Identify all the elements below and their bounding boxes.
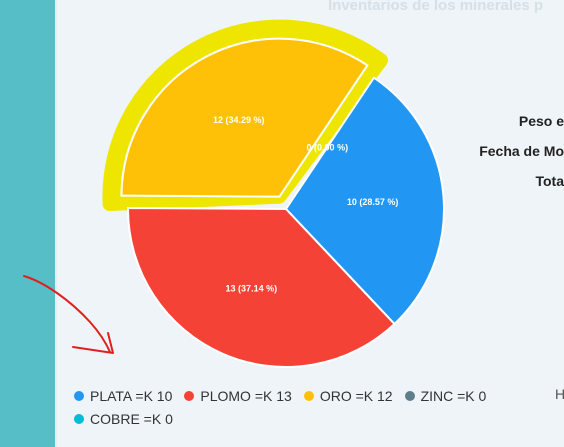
legend-dot-icon	[404, 390, 415, 401]
legend-label: PLOMO =K 13	[200, 387, 292, 404]
pie-slice-plata[interactable]	[284, 76, 445, 326]
legend-dot-icon	[74, 390, 84, 401]
legend-dot-icon	[303, 390, 314, 401]
annotation-arrow	[23, 275, 111, 353]
pie-slice-oro[interactable]	[120, 37, 369, 198]
legend-label: COBRE =K 0	[90, 410, 173, 427]
legend-label: PLATA =K 10	[90, 387, 173, 404]
info-label-fecha: Fecha de Mo	[479, 143, 564, 159]
page-title: Inventarios de los minerales p	[328, 0, 544, 14]
chart-legend: PLATA =K 10 PLOMO =K 13 ORO =K 12 ZINC =K 0…	[74, 384, 498, 430]
legend-item-plomo[interactable]: PLOMO =K 13	[184, 387, 292, 404]
slice-label-plomo: 13 (37.14 %)	[226, 284, 278, 294]
pie-slice-plomo[interactable]	[127, 206, 396, 368]
legend-row: COBRE =K 0	[74, 407, 498, 430]
slice-label-plata: 10 (28.57 %)	[347, 197, 399, 207]
info-label-total: Tota	[535, 173, 564, 189]
legend-item-oro[interactable]: ORO =K 12	[303, 387, 393, 404]
info-label-peso: Peso e	[518, 113, 564, 129]
legend-dot-icon	[184, 390, 195, 401]
legend-item-cobre[interactable]: COBRE =K 0	[74, 411, 173, 427]
legend-label: ORO =K 12	[319, 387, 393, 404]
annotation-arrowhead	[72, 332, 114, 354]
legend-stub-text: H	[555, 386, 564, 402]
legend-item-zinc[interactable]: ZINC =K 0	[404, 387, 487, 404]
legend-item-plata[interactable]: PLATA =K 10	[74, 388, 172, 404]
slice-label-zero: 0 (0.00 %)	[307, 142, 349, 152]
legend-row: PLATA =K 10 PLOMO =K 13 ORO =K 12 ZINC =K 0	[74, 384, 498, 407]
sidebar	[0, 0, 57, 447]
slice-label-oro: 12 (34.29 %)	[213, 115, 265, 125]
legend-label: ZINC =K 0	[420, 387, 487, 404]
legend-dot-icon	[74, 413, 84, 424]
